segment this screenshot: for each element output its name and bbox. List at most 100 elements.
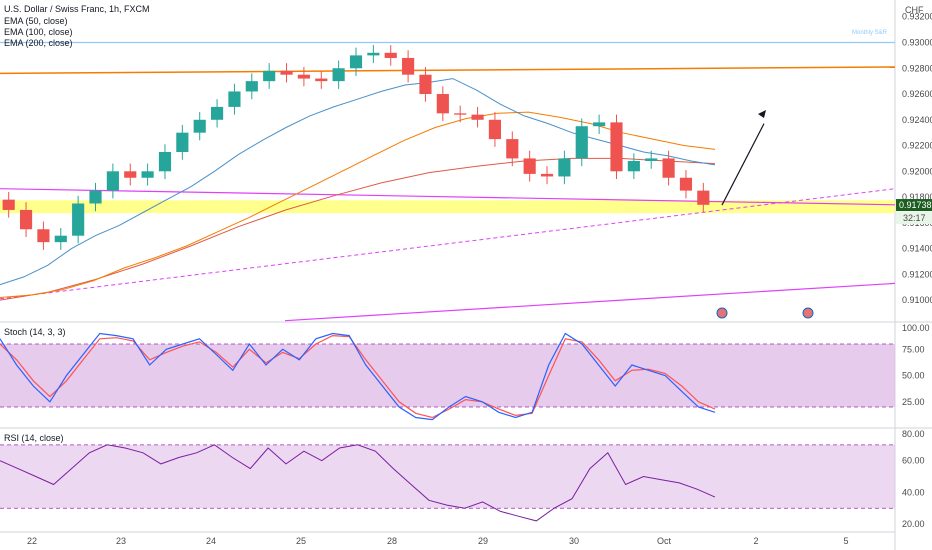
candle-body[interactable] (124, 171, 137, 178)
stoch-tick-label: 50.00 (902, 371, 925, 381)
price-tick-label: 0.92400 (902, 115, 932, 125)
ema50-line[interactable] (0, 78, 716, 286)
candle-body[interactable] (315, 78, 328, 82)
stoch-tick-label: 25.00 (902, 397, 925, 407)
candle-body[interactable] (593, 122, 606, 127)
candle-body[interactable] (193, 119, 206, 133)
candle-body[interactable] (263, 70, 276, 82)
rsi-tick-label: 60.00 (902, 456, 925, 466)
rsi-tick-label: 80.00 (902, 429, 925, 439)
ema200-line[interactable] (0, 157, 716, 301)
price-tick-label: 0.91200 (902, 269, 932, 279)
candle-body[interactable] (89, 190, 102, 204)
price-tick-label: 0.92200 (902, 141, 932, 151)
time-tick-label: 2 (753, 536, 758, 546)
candle-body[interactable] (384, 52, 397, 58)
ema100-legend: EMA (100, close) (4, 27, 73, 37)
us-flag-event-icon[interactable] (716, 307, 728, 319)
candle-body[interactable] (210, 106, 224, 120)
candle-body[interactable] (54, 235, 67, 243)
stoch-k-line[interactable] (0, 332, 716, 421)
axis-layer: 0.93200 0.93000 0.92800 0.92600 0.92400 0.922… (27, 12, 932, 546)
time-tick-label: 30 (569, 536, 579, 546)
stoch-band (0, 344, 895, 407)
time-tick-label: 22 (27, 536, 37, 546)
candle-body[interactable] (436, 94, 449, 114)
magenta-lower-trendline[interactable] (284, 282, 896, 322)
magenta-resistance-line[interactable] (0, 188, 896, 206)
stoch-legend: Stoch (14, 3, 3) (4, 327, 66, 337)
price-tick-label: 0.93200 (902, 12, 932, 22)
candle-body[interactable] (176, 132, 189, 152)
candle-body[interactable] (297, 74, 310, 79)
time-tick-label: 5 (843, 536, 848, 546)
candle-body[interactable] (280, 70, 293, 75)
last-price-badge (896, 199, 932, 212)
candle-body[interactable] (332, 68, 345, 82)
candle-body[interactable] (402, 57, 415, 75)
candle-body[interactable] (645, 158, 658, 161)
candle-body[interactable] (697, 190, 710, 205)
price-tick-label: 0.91000 (902, 295, 932, 305)
time-tick-label: 28 (387, 536, 397, 546)
ema200-legend: EMA (200, close) (4, 38, 73, 48)
candle-body[interactable] (506, 139, 519, 159)
rsi-band (0, 444, 895, 509)
projection-arrow[interactable] (721, 123, 765, 206)
candle-body[interactable] (158, 151, 172, 172)
price-tick-label: 0.92000 (902, 166, 932, 176)
price-tick-label: 0.92600 (902, 89, 932, 99)
rsi-layer (0, 444, 895, 522)
time-tick-label: Oct (657, 536, 672, 546)
chart-title: U.S. Dollar / Swiss Franc, 1h, FXCM (4, 4, 150, 14)
magenta-dashed-trendline[interactable] (0, 188, 896, 300)
candle-body[interactable] (471, 114, 484, 120)
last-price-label: 0.91738 (899, 200, 932, 210)
support-zone (0, 200, 895, 214)
candle-body[interactable] (141, 171, 154, 178)
candle-body[interactable] (627, 161, 640, 172)
candle-body[interactable] (662, 158, 675, 178)
candle-body[interactable] (610, 122, 623, 172)
stoch-tick-label: 100.00 (902, 323, 930, 333)
monthly-sr-label: Monthly S&R (852, 30, 888, 36)
candle-body[interactable] (488, 119, 502, 140)
countdown-label: 32:17 (903, 213, 926, 223)
time-tick-label: 24 (206, 536, 216, 546)
price-tick-label: 0.91800 (902, 192, 932, 202)
stochastic-layer (0, 332, 895, 421)
stoch-tick-label: 75.00 (902, 344, 925, 354)
candle-body[interactable] (19, 209, 33, 230)
orange-trendline[interactable] (0, 66, 896, 75)
candle-body[interactable] (245, 81, 258, 92)
time-tick-label: 25 (296, 536, 306, 546)
price-panel[interactable] (0, 0, 895, 322)
candle-body[interactable] (106, 171, 119, 191)
candle-body[interactable] (228, 91, 241, 107)
candle-body[interactable] (575, 126, 588, 159)
price-tick-label: 0.91400 (902, 244, 932, 254)
ema50-legend: EMA (50, close) (4, 16, 68, 26)
price-tick-label: 0.92800 (902, 63, 932, 73)
candle-body[interactable] (367, 52, 380, 56)
candle-body[interactable] (558, 158, 571, 177)
time-tick-label: 29 (478, 536, 488, 546)
time-tick-label: 23 (116, 536, 126, 546)
candle-body[interactable] (72, 203, 85, 236)
rsi-tick-label: 20.00 (902, 519, 925, 529)
candle-body[interactable] (679, 177, 693, 191)
price-layer (0, 41, 896, 322)
candle-body[interactable] (523, 158, 536, 174)
candle-body[interactable] (349, 55, 363, 69)
rsi-line[interactable] (0, 444, 716, 522)
rsi-legend: RSI (14, close) (4, 433, 64, 443)
us-flag-event-icon[interactable] (802, 307, 814, 319)
candle-body[interactable] (540, 173, 554, 177)
candle-body[interactable] (454, 113, 467, 115)
stoch-d-line[interactable] (0, 334, 716, 419)
candle-body[interactable] (419, 74, 432, 95)
candle-body[interactable] (2, 199, 15, 210)
countdown-badge (896, 212, 932, 225)
candle-body[interactable] (37, 229, 50, 243)
